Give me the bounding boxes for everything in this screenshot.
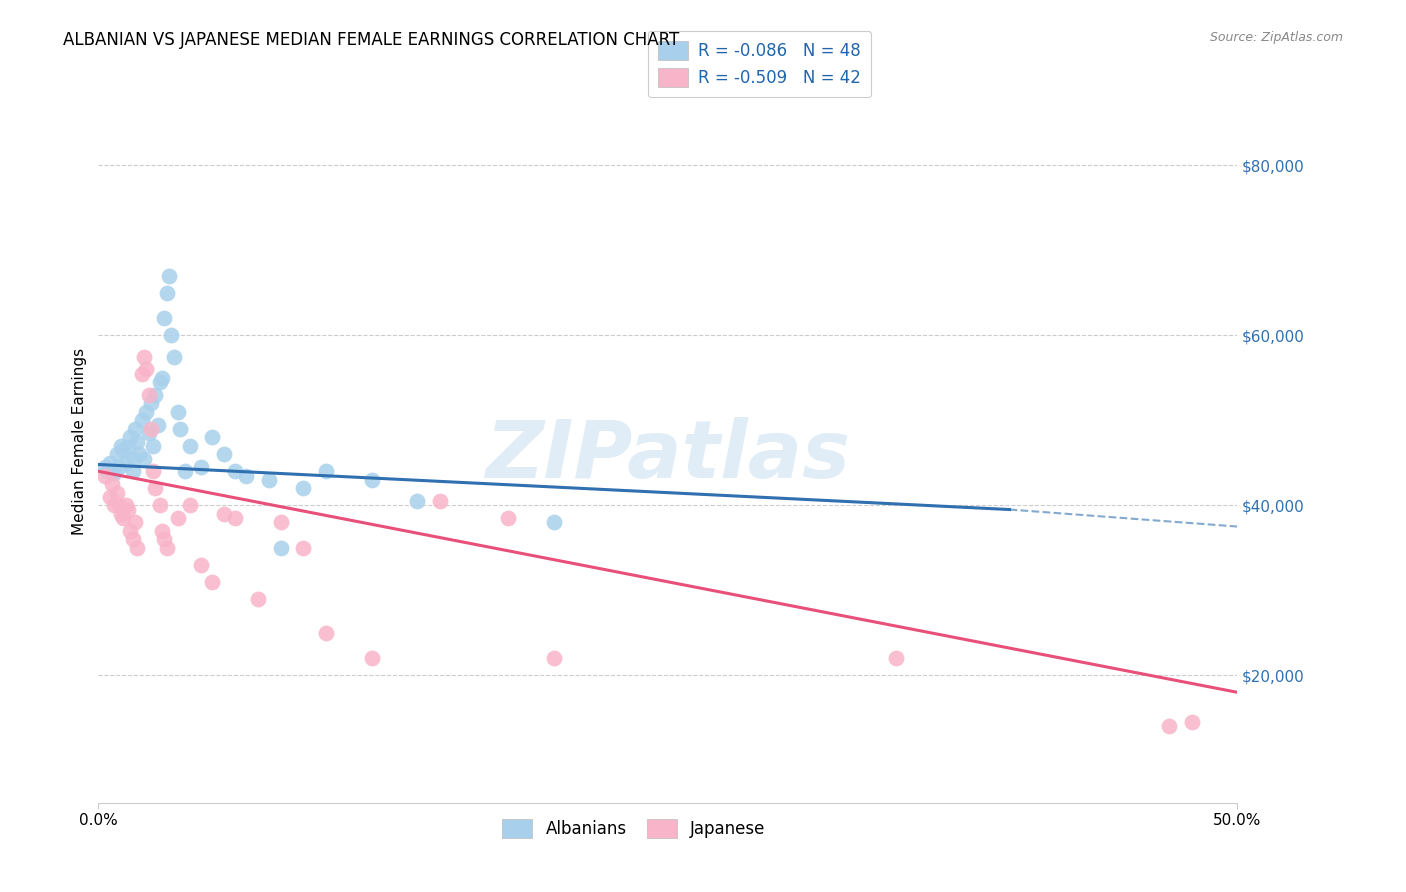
Point	[142, 464, 165, 478]
Point	[292, 481, 315, 495]
Point	[543, 516, 565, 530]
Point	[224, 464, 246, 478]
Point	[127, 434, 149, 449]
Point	[145, 388, 167, 402]
Point	[406, 494, 429, 508]
Point	[315, 464, 337, 478]
Point	[138, 425, 160, 440]
Point	[1157, 719, 1180, 733]
Point	[270, 541, 292, 555]
Point	[162, 350, 184, 364]
Point	[153, 533, 176, 547]
Point	[235, 468, 257, 483]
Point	[135, 362, 157, 376]
Point	[190, 558, 212, 572]
Point	[160, 328, 183, 343]
Point	[127, 541, 149, 555]
Point	[96, 464, 118, 478]
Text: ZIPatlas: ZIPatlas	[485, 417, 851, 495]
Point	[131, 413, 153, 427]
Point	[167, 405, 190, 419]
Point	[121, 464, 143, 478]
Point	[179, 498, 201, 512]
Point	[292, 541, 315, 555]
Point	[884, 651, 907, 665]
Y-axis label: Median Female Earnings: Median Female Earnings	[72, 348, 87, 535]
Point	[124, 422, 146, 436]
Point	[149, 375, 172, 389]
Text: ALBANIAN VS JAPANESE MEDIAN FEMALE EARNINGS CORRELATION CHART: ALBANIAN VS JAPANESE MEDIAN FEMALE EARNI…	[63, 31, 679, 49]
Point	[543, 651, 565, 665]
Text: Source: ZipAtlas.com: Source: ZipAtlas.com	[1209, 31, 1343, 45]
Point	[315, 625, 337, 640]
Point	[167, 511, 190, 525]
Point	[121, 451, 143, 466]
Point	[117, 502, 139, 516]
Point	[112, 511, 135, 525]
Point	[131, 367, 153, 381]
Point	[224, 511, 246, 525]
Point	[98, 456, 121, 470]
Point	[101, 462, 124, 476]
Point	[157, 268, 180, 283]
Point	[114, 456, 136, 470]
Point	[156, 541, 179, 555]
Point	[103, 498, 125, 512]
Point	[429, 494, 451, 508]
Point	[135, 405, 157, 419]
Point	[146, 417, 169, 432]
Point	[360, 473, 382, 487]
Point	[117, 441, 139, 455]
Point	[110, 507, 132, 521]
Point	[98, 490, 121, 504]
Point	[1181, 714, 1204, 729]
Legend: Albanians, Japanese: Albanians, Japanese	[495, 813, 772, 845]
Point	[132, 350, 155, 364]
Point	[174, 464, 197, 478]
Point	[132, 451, 155, 466]
Point	[139, 422, 162, 436]
Point	[114, 498, 136, 512]
Point	[201, 430, 224, 444]
Point	[103, 466, 125, 480]
Point	[139, 396, 162, 410]
Point	[108, 498, 131, 512]
Point	[105, 447, 128, 461]
Point	[150, 371, 173, 385]
Point	[360, 651, 382, 665]
Point	[498, 511, 520, 525]
Point	[179, 439, 201, 453]
Point	[94, 460, 117, 475]
Point	[120, 430, 142, 444]
Point	[169, 422, 191, 436]
Point	[212, 507, 235, 521]
Point	[149, 498, 172, 512]
Point	[142, 439, 165, 453]
Point	[120, 524, 142, 538]
Point	[128, 447, 150, 461]
Point	[145, 481, 167, 495]
Point	[121, 533, 143, 547]
Point	[108, 460, 131, 475]
Point	[94, 468, 117, 483]
Point	[246, 591, 269, 606]
Point	[153, 311, 176, 326]
Point	[112, 443, 135, 458]
Point	[259, 473, 281, 487]
Point	[101, 477, 124, 491]
Point	[270, 516, 292, 530]
Point	[138, 388, 160, 402]
Point	[201, 574, 224, 589]
Point	[110, 439, 132, 453]
Point	[150, 524, 173, 538]
Point	[105, 485, 128, 500]
Point	[212, 447, 235, 461]
Point	[156, 285, 179, 300]
Point	[124, 516, 146, 530]
Point	[190, 460, 212, 475]
